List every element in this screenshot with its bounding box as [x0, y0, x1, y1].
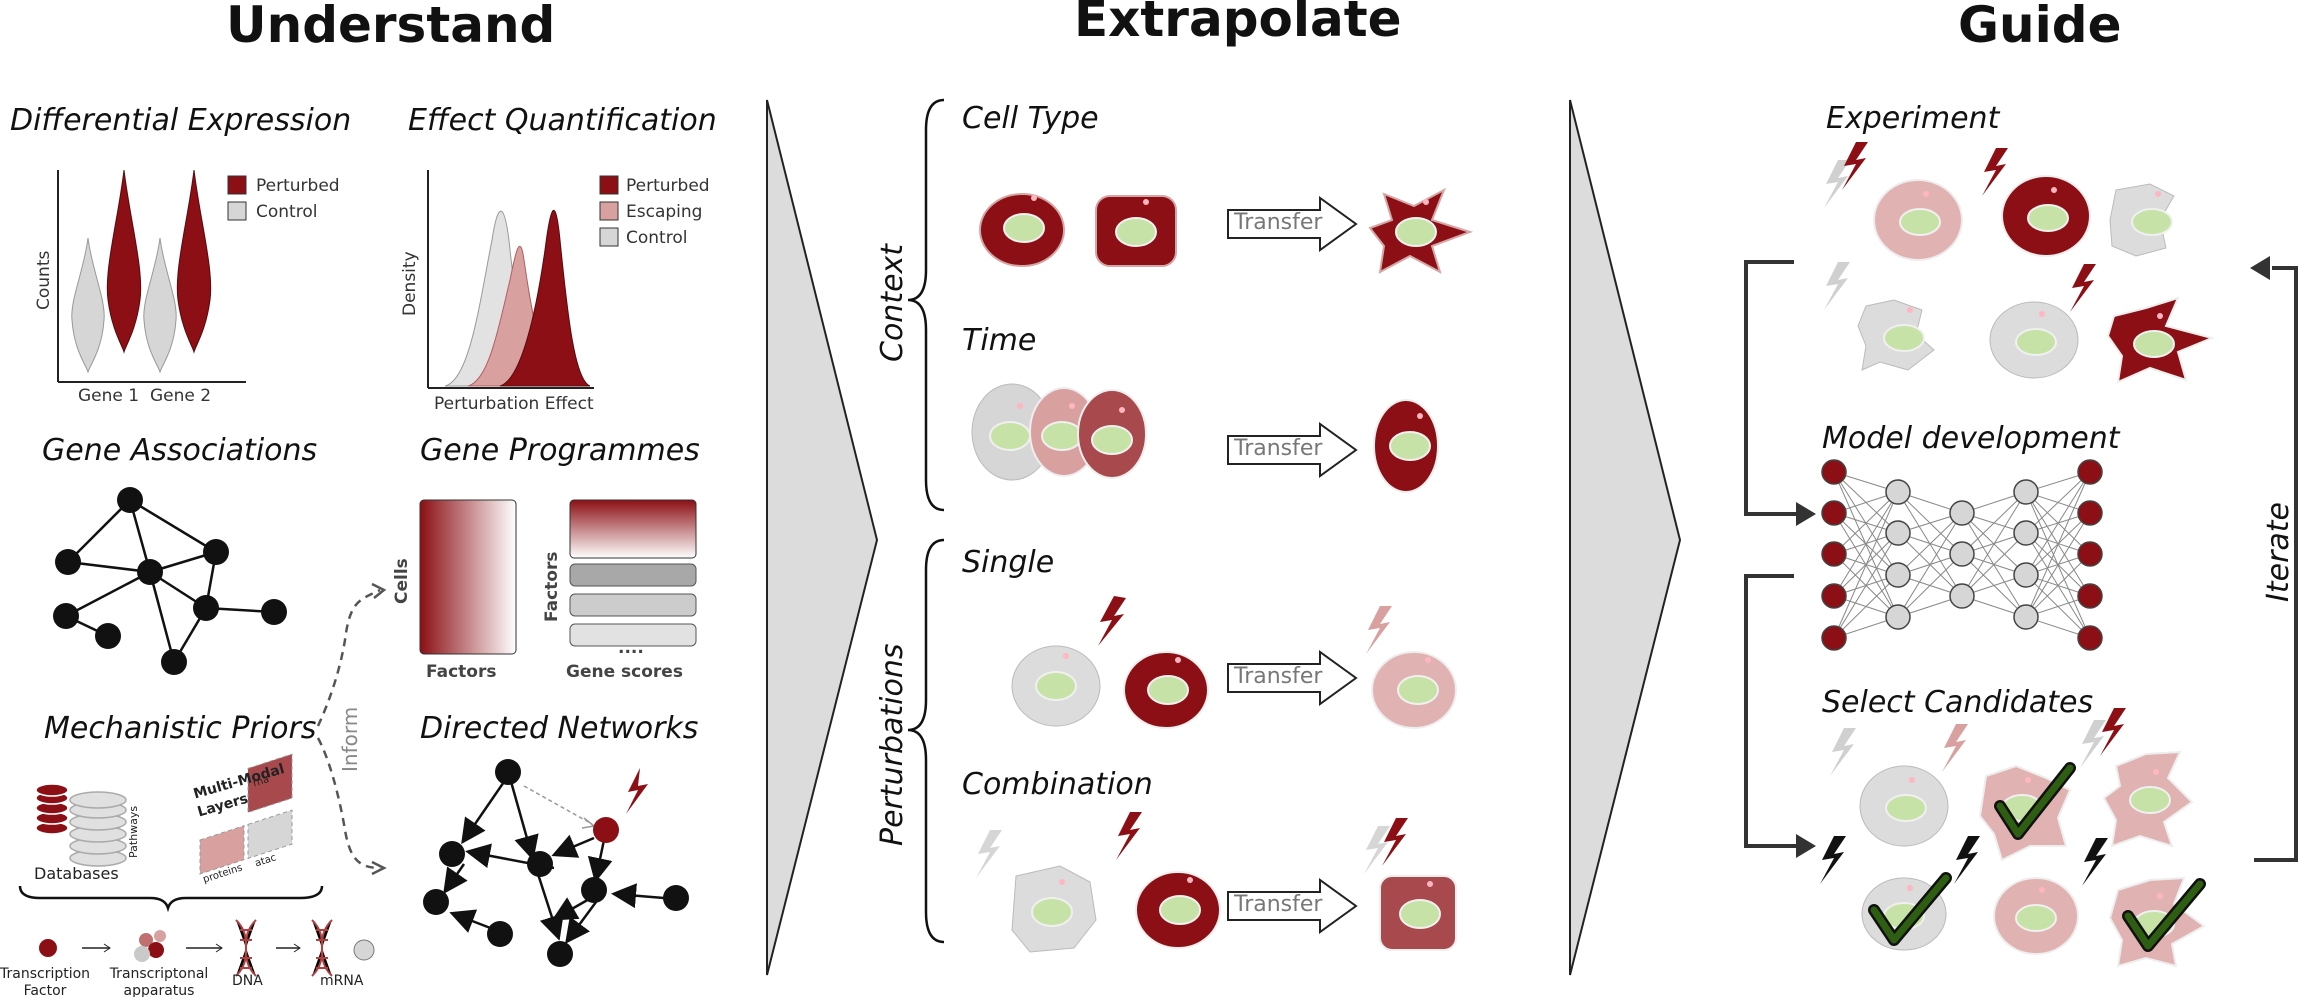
select-candidates-title: Select Candidates: [1822, 685, 2094, 720]
guide-header: Guide: [1958, 0, 2122, 54]
chain-apparatus-label: Transcriptonal apparatus: [109, 966, 209, 997]
effect-quant-title: Effect Quantification: [408, 103, 717, 138]
diff-expression-title: Differential Expression: [10, 103, 352, 138]
extrapolate-braces: [907, 98, 945, 944]
chain-tf-label: Transcription Factor: [0, 966, 91, 997]
nn-node: [2013, 479, 2039, 505]
gene-association-network: [53, 487, 287, 675]
nn-edge: [2025, 471, 2091, 534]
directed-networks-title: Directed Networks: [420, 711, 699, 746]
row-combination-title: Combination: [962, 767, 1153, 802]
nn-node: [1821, 583, 1847, 609]
gene-programmes-title: Gene Programmes: [420, 433, 700, 468]
nn-node: [1949, 583, 1975, 609]
nn-node: [1821, 625, 1847, 651]
nn-node: [1821, 459, 1847, 485]
nn-edge: [2025, 471, 2091, 576]
nn-node: [1949, 500, 1975, 526]
effect-legend-control: Control: [626, 228, 688, 248]
nn-node: [2013, 604, 2039, 630]
inform-arrows: [316, 582, 387, 876]
nn-edge: [1897, 553, 1963, 618]
nn-node: [1821, 541, 1847, 567]
gp-factors-x-label: Factors: [426, 662, 497, 682]
nn-edge: [1833, 532, 1899, 639]
nn-edge: [1833, 574, 1899, 639]
nn-edge: [1833, 491, 1899, 555]
nn-edge: [1961, 491, 2027, 597]
nn-node: [2013, 520, 2039, 546]
nn-node: [2013, 562, 2039, 588]
transfer-label-3: Transfer: [1234, 664, 1323, 689]
effect-legend-perturbed: Perturbed: [626, 176, 710, 196]
mechanistic-priors-graphic: [18, 753, 375, 977]
nn-edge: [1833, 491, 1899, 639]
nn-node: [1885, 604, 1911, 630]
nn-node: [2077, 583, 2103, 609]
gene-programmes-graphic: [419, 499, 697, 655]
nn-edge: [1961, 491, 2027, 555]
nn-edge: [1897, 512, 1963, 618]
databases-label: Databases: [34, 864, 119, 883]
nn-node: [1885, 479, 1911, 505]
nn-node: [1885, 562, 1911, 588]
effect-quant-plot: [427, 170, 619, 389]
nn-node: [2077, 459, 2103, 485]
directed-network: [423, 759, 689, 967]
transfer-label-1: Transfer: [1234, 210, 1323, 235]
chain-mrna-label: mRNA: [320, 973, 364, 989]
nn-edge: [2025, 553, 2091, 618]
extrapolate-cells: [971, 187, 1474, 953]
nn-edge: [1897, 512, 1963, 576]
mechanistic-priors-title: Mechanistic Priors: [44, 711, 317, 746]
understand-header: Understand: [226, 0, 556, 54]
diff-legend-perturbed: Perturbed: [256, 176, 340, 196]
chain-dna-label: DNA: [232, 973, 263, 989]
nn-node: [1885, 520, 1911, 546]
effect-xlabel: Perturbation Effect: [434, 394, 594, 414]
diff-legend-control: Control: [256, 202, 318, 222]
diff-xlabel-2: Gene 2: [150, 386, 212, 406]
gene-associations-title: Gene Associations: [42, 433, 318, 468]
model-development-title: Model development: [1822, 421, 2120, 456]
nn-edge: [2025, 512, 2091, 618]
nn-node: [2077, 541, 2103, 567]
nn-node: [1949, 541, 1975, 567]
row-single-title: Single: [962, 545, 1055, 580]
diff-expression-plot: [57, 169, 247, 383]
experiment-title: Experiment: [1826, 101, 2000, 136]
transfer-label-4: Transfer: [1234, 892, 1323, 917]
diff-xlabel-1: Gene 1: [78, 386, 140, 406]
transfer-label-2: Transfer: [1234, 436, 1323, 461]
nn-node: [2077, 500, 2103, 526]
nn-edge: [1961, 532, 2027, 597]
gp-gene-scores-label: Gene scores: [566, 662, 683, 682]
nn-edge: [1833, 491, 1899, 597]
nn-node: [1821, 500, 1847, 526]
row-cell-type-title: Cell Type: [962, 101, 1099, 136]
extrapolate-header: Extrapolate: [1074, 0, 1402, 48]
gp-ellipsis: ....: [618, 638, 644, 658]
effect-legend-escaping: Escaping: [626, 202, 703, 222]
row-time-title: Time: [962, 323, 1037, 358]
nn-node: [2077, 625, 2103, 651]
nn-edge: [2025, 471, 2091, 618]
